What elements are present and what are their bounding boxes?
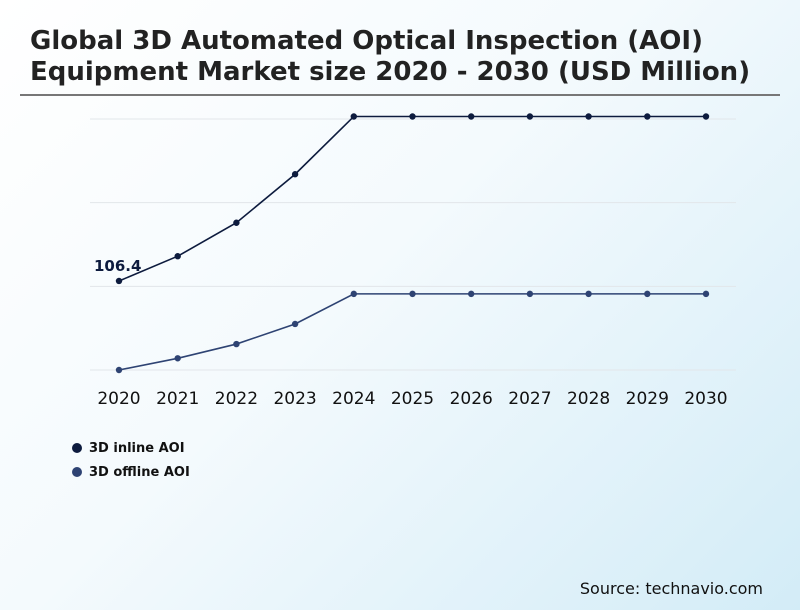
data-point-2-2023 — [291, 320, 299, 328]
data-point-1-2030 — [702, 113, 710, 120]
data-point-1-2024 — [350, 113, 357, 120]
x-tick-label: 2020 — [97, 389, 140, 409]
data-point-1-2023 — [291, 171, 299, 178]
legend-marker-icon — [72, 467, 82, 477]
data-point-2-2026 — [468, 290, 475, 298]
legend: 3D inline AOI 3D offline AOI — [72, 436, 190, 484]
source-note: Source: technavio.com — [579, 579, 763, 598]
data-point-1-2027 — [526, 113, 534, 120]
data-point-1-2025 — [409, 113, 416, 120]
x-tick-label: 2022 — [215, 389, 258, 409]
data-point-1-2028 — [585, 113, 592, 120]
series-line-2 — [118, 293, 706, 371]
x-tick-label: 2027 — [508, 389, 551, 409]
x-tick-label: 2029 — [626, 389, 669, 409]
x-tick-label: 2025 — [391, 389, 434, 409]
legend-item-1: 3D inline AOI — [72, 436, 190, 460]
data-point-2-2029 — [644, 290, 651, 298]
gridlines — [90, 118, 736, 371]
chart-title: Global 3D Automated Optical Inspection (… — [30, 26, 751, 87]
data-point-2-2024 — [350, 290, 357, 298]
x-tick-label: 2030 — [684, 389, 727, 409]
data-label: 106.4 — [94, 257, 141, 275]
data-point-2-2027 — [526, 290, 534, 298]
data-labels: 106.4 — [94, 257, 141, 275]
series-lines — [118, 115, 706, 371]
data-points — [115, 113, 710, 374]
data-point-1-2020 — [115, 277, 123, 285]
data-point-1-2029 — [644, 113, 651, 120]
data-point-2-2022 — [233, 340, 240, 348]
x-tick-label: 2028 — [567, 389, 610, 409]
data-point-2-2020 — [115, 366, 123, 374]
data-point-2-2025 — [409, 290, 416, 298]
x-axis-ticks: 2020 2021 2022 2023 2024 2025 2026 2027 2028 2029… — [97, 389, 727, 409]
x-tick-label: 2026 — [450, 389, 493, 409]
legend-label: 3D offline AOI — [89, 464, 190, 480]
legend-label: 3D inline AOI — [89, 440, 185, 456]
data-point-2-2028 — [585, 290, 592, 298]
legend-marker-icon — [72, 443, 82, 453]
data-point-1-2021 — [174, 253, 181, 260]
data-point-1-2026 — [468, 113, 475, 120]
x-tick-label: 2024 — [332, 389, 375, 409]
title-divider — [20, 94, 780, 96]
legend-item-2: 3D offline AOI — [72, 460, 190, 484]
x-tick-label: 2021 — [156, 389, 199, 409]
data-point-1-2022 — [233, 219, 240, 226]
data-point-2-2030 — [702, 290, 710, 298]
x-tick-label: 2023 — [273, 389, 316, 409]
series-line-1 — [118, 115, 706, 282]
data-point-2-2021 — [174, 355, 181, 362]
